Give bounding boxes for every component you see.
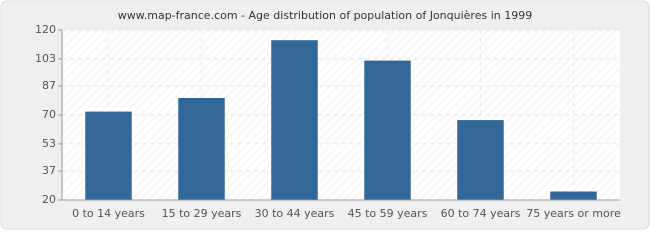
bar	[178, 98, 225, 200]
y-tick-label: 120	[35, 23, 56, 36]
x-tick-label: 15 to 29 years	[162, 207, 242, 220]
bar	[457, 120, 504, 200]
x-tick-label: 0 to 14 years	[72, 207, 145, 220]
bar	[85, 111, 132, 200]
x-tick-label: 75 years or more	[526, 207, 621, 220]
bar	[550, 191, 597, 200]
chart: www.map-france.com - Age distribution of…	[0, 0, 650, 230]
y-tick-label: 70	[42, 108, 56, 121]
bar	[271, 40, 318, 201]
x-tick-label: 60 to 74 years	[441, 207, 521, 220]
y-tick-label: 20	[42, 193, 56, 206]
y-tick-label: 87	[42, 79, 56, 92]
y-tick-label: 103	[35, 52, 56, 65]
x-tick-label: 30 to 44 years	[255, 207, 335, 220]
x-tick-label: 45 to 59 years	[348, 207, 428, 220]
y-tick-label: 53	[42, 137, 56, 150]
y-tick-label: 37	[42, 164, 56, 177]
chart-title: www.map-france.com - Age distribution of…	[118, 9, 532, 22]
bar	[364, 60, 411, 200]
